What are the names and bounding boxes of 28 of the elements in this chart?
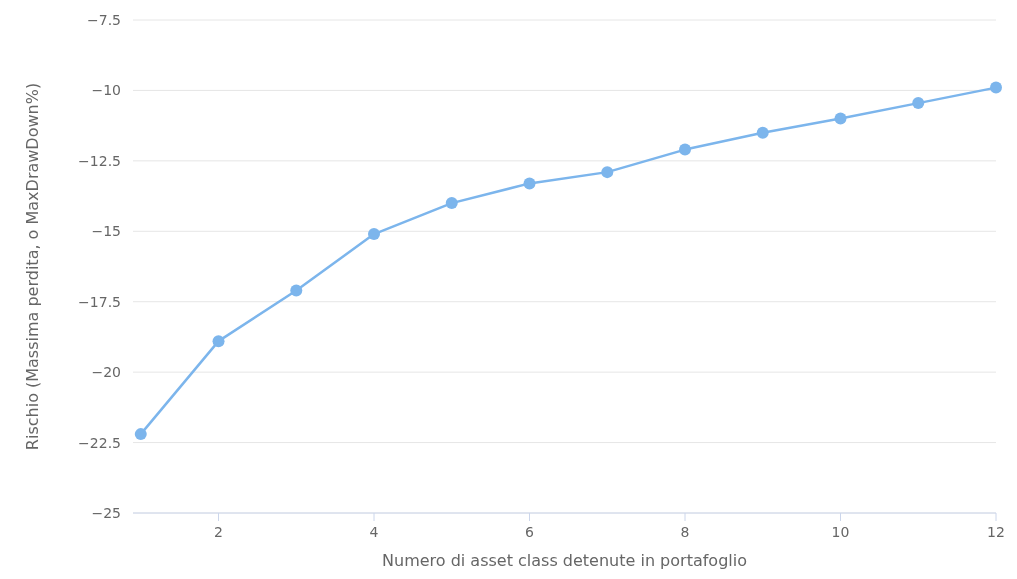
point xyxy=(756,126,769,139)
point xyxy=(912,97,925,110)
y-tick-label: −15 xyxy=(91,223,121,240)
x-tick-label: 2 xyxy=(214,524,223,540)
point xyxy=(445,197,458,210)
y-axis-title: Rischio (Massima perdita, o MaxDrawDown%) xyxy=(23,82,42,451)
x-axis-title: Numero di asset class detenute in portafoglio xyxy=(382,551,747,570)
y-tick-label: −25 xyxy=(91,505,121,521)
x-tick-label: 10 xyxy=(831,524,850,540)
x-tick-label: 12 xyxy=(987,524,1005,540)
y-tick-label: −20 xyxy=(91,364,121,381)
y-tick-label: −17.5 xyxy=(78,293,121,310)
point xyxy=(212,335,225,348)
y-tick-label: −12.5 xyxy=(78,152,121,169)
y-tick-label: −22.5 xyxy=(78,434,121,451)
point xyxy=(523,177,536,190)
y-tick-label: −10 xyxy=(91,82,121,99)
point xyxy=(834,112,847,125)
point xyxy=(679,143,692,156)
x-tick-label: 4 xyxy=(369,524,379,540)
point xyxy=(290,284,303,297)
x-tick-label: 8 xyxy=(680,524,690,540)
point xyxy=(368,228,381,241)
point xyxy=(134,428,147,441)
x-tick-label: 6 xyxy=(525,524,535,540)
point xyxy=(601,166,614,179)
point xyxy=(990,81,1002,94)
y-tick-label: −7.5 xyxy=(87,12,121,28)
